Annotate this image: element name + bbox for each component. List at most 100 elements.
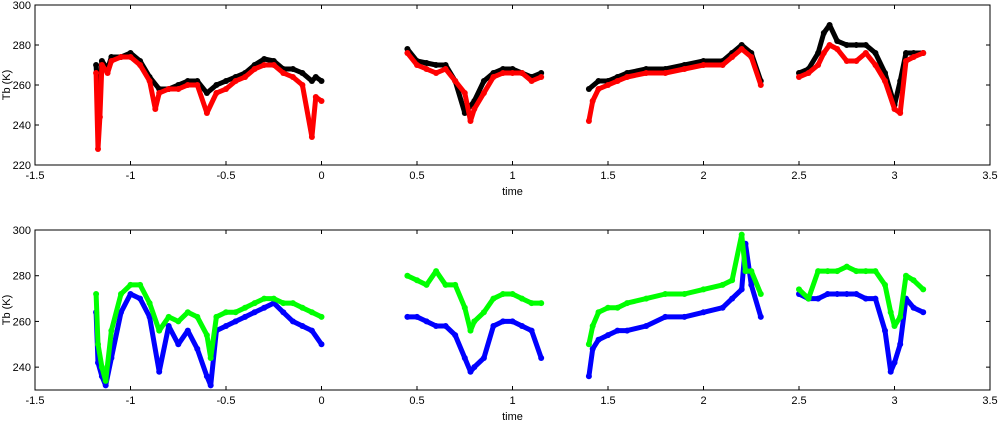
data-segment xyxy=(404,50,420,68)
data-segment xyxy=(93,291,101,347)
data-segment xyxy=(147,300,162,334)
x-tick-label: 1 xyxy=(509,395,515,407)
data-segment xyxy=(97,62,105,120)
data-segment xyxy=(156,323,172,375)
data-segment xyxy=(681,286,706,297)
data-segment xyxy=(872,50,888,76)
data-segment xyxy=(748,268,764,297)
x-tick-label: -1.5 xyxy=(26,395,45,407)
y-tick-label: 260 xyxy=(13,316,31,328)
x-tick-label: 1 xyxy=(509,170,515,182)
data-segment xyxy=(624,296,649,306)
y-tick-label: 280 xyxy=(13,271,31,283)
data-segment xyxy=(624,323,649,334)
x-tick-label: 1.5 xyxy=(600,170,615,182)
data-segment xyxy=(911,277,926,292)
data-segment xyxy=(834,46,850,64)
data-segment xyxy=(152,90,162,112)
data-segment xyxy=(424,268,439,288)
data-segment xyxy=(643,314,668,329)
x-tick-label: -1 xyxy=(126,170,136,182)
y-axis-label: Tb (K) xyxy=(1,70,13,101)
data-segment xyxy=(309,94,319,140)
data-segment xyxy=(701,282,726,292)
data-segment xyxy=(137,282,153,306)
x-tick-label: 2.5 xyxy=(791,170,806,182)
data-segment xyxy=(108,309,124,361)
data-segment xyxy=(872,62,888,84)
data-segment xyxy=(911,305,926,315)
y-axis-label: Tb (K) xyxy=(1,295,13,326)
data-segment xyxy=(471,78,487,104)
data-segment xyxy=(806,268,821,302)
data-segment xyxy=(739,232,748,274)
data-segment xyxy=(806,50,821,72)
y-tick-label: 300 xyxy=(13,225,31,237)
data-segment xyxy=(897,296,909,347)
data-segment xyxy=(911,50,926,60)
x-tick-label: 1.5 xyxy=(600,395,615,407)
data-segment xyxy=(185,328,200,352)
data-segment xyxy=(194,82,210,116)
data-segment xyxy=(662,62,687,72)
y-tick-label: 240 xyxy=(13,362,31,374)
x-tick-label: 3.5 xyxy=(982,395,997,407)
data-segment xyxy=(872,296,888,334)
x-tick-label: 2 xyxy=(700,170,706,182)
series-0-points xyxy=(93,22,927,116)
data-segment xyxy=(95,341,105,370)
data-segment xyxy=(194,346,210,379)
data-segment xyxy=(481,74,496,96)
x-tick-label: -1.5 xyxy=(26,170,45,182)
data-segment xyxy=(313,74,324,84)
data-segment xyxy=(892,341,903,366)
data-segment xyxy=(586,98,596,124)
x-tick-label: 2 xyxy=(700,395,706,407)
data-segment xyxy=(137,62,153,84)
data-segment xyxy=(529,70,544,80)
data-segment xyxy=(586,323,596,347)
data-segment xyxy=(748,282,764,320)
x-tick-label: -1 xyxy=(126,395,136,407)
data-segment xyxy=(471,90,487,112)
x-tick-label: 3 xyxy=(891,170,897,182)
data-segment xyxy=(118,291,133,315)
data-segment xyxy=(827,22,840,44)
y-tick-label: 280 xyxy=(13,40,31,52)
plot-frame xyxy=(34,229,991,391)
data-segment xyxy=(681,309,706,320)
x-tick-label: -0.5 xyxy=(217,170,236,182)
data-segment xyxy=(166,323,181,347)
y-tick-label: 240 xyxy=(13,120,31,132)
series-1-points xyxy=(93,42,927,152)
data-segment xyxy=(95,114,103,152)
data-segment xyxy=(529,74,544,84)
series-1-points xyxy=(93,231,927,384)
data-segment xyxy=(481,296,496,315)
data-segment xyxy=(748,54,764,88)
data-segment xyxy=(309,328,324,347)
data-segment xyxy=(137,296,153,320)
data-segment xyxy=(529,328,544,361)
data-segment xyxy=(743,241,754,288)
data-segment xyxy=(452,282,468,311)
x-tick-label: 0.5 xyxy=(409,395,424,407)
x-tick-label: -0.5 xyxy=(217,395,236,407)
x-tick-label: 0 xyxy=(318,395,324,407)
data-segment xyxy=(872,268,888,288)
x-axis-label: time xyxy=(502,186,523,198)
x-tick-label: 0.5 xyxy=(409,170,424,182)
data-segment xyxy=(882,328,894,375)
x-tick-label: 3.5 xyxy=(982,170,997,182)
data-segment xyxy=(815,30,827,56)
data-segment xyxy=(624,66,649,76)
data-segment xyxy=(897,58,909,116)
data-segment xyxy=(108,291,124,334)
data-segment xyxy=(443,66,458,84)
data-segment xyxy=(194,314,210,338)
data-segment xyxy=(103,328,114,384)
data-segment xyxy=(681,62,706,72)
data-segment xyxy=(662,66,687,76)
data-segment xyxy=(882,78,897,112)
data-segment xyxy=(452,78,468,96)
